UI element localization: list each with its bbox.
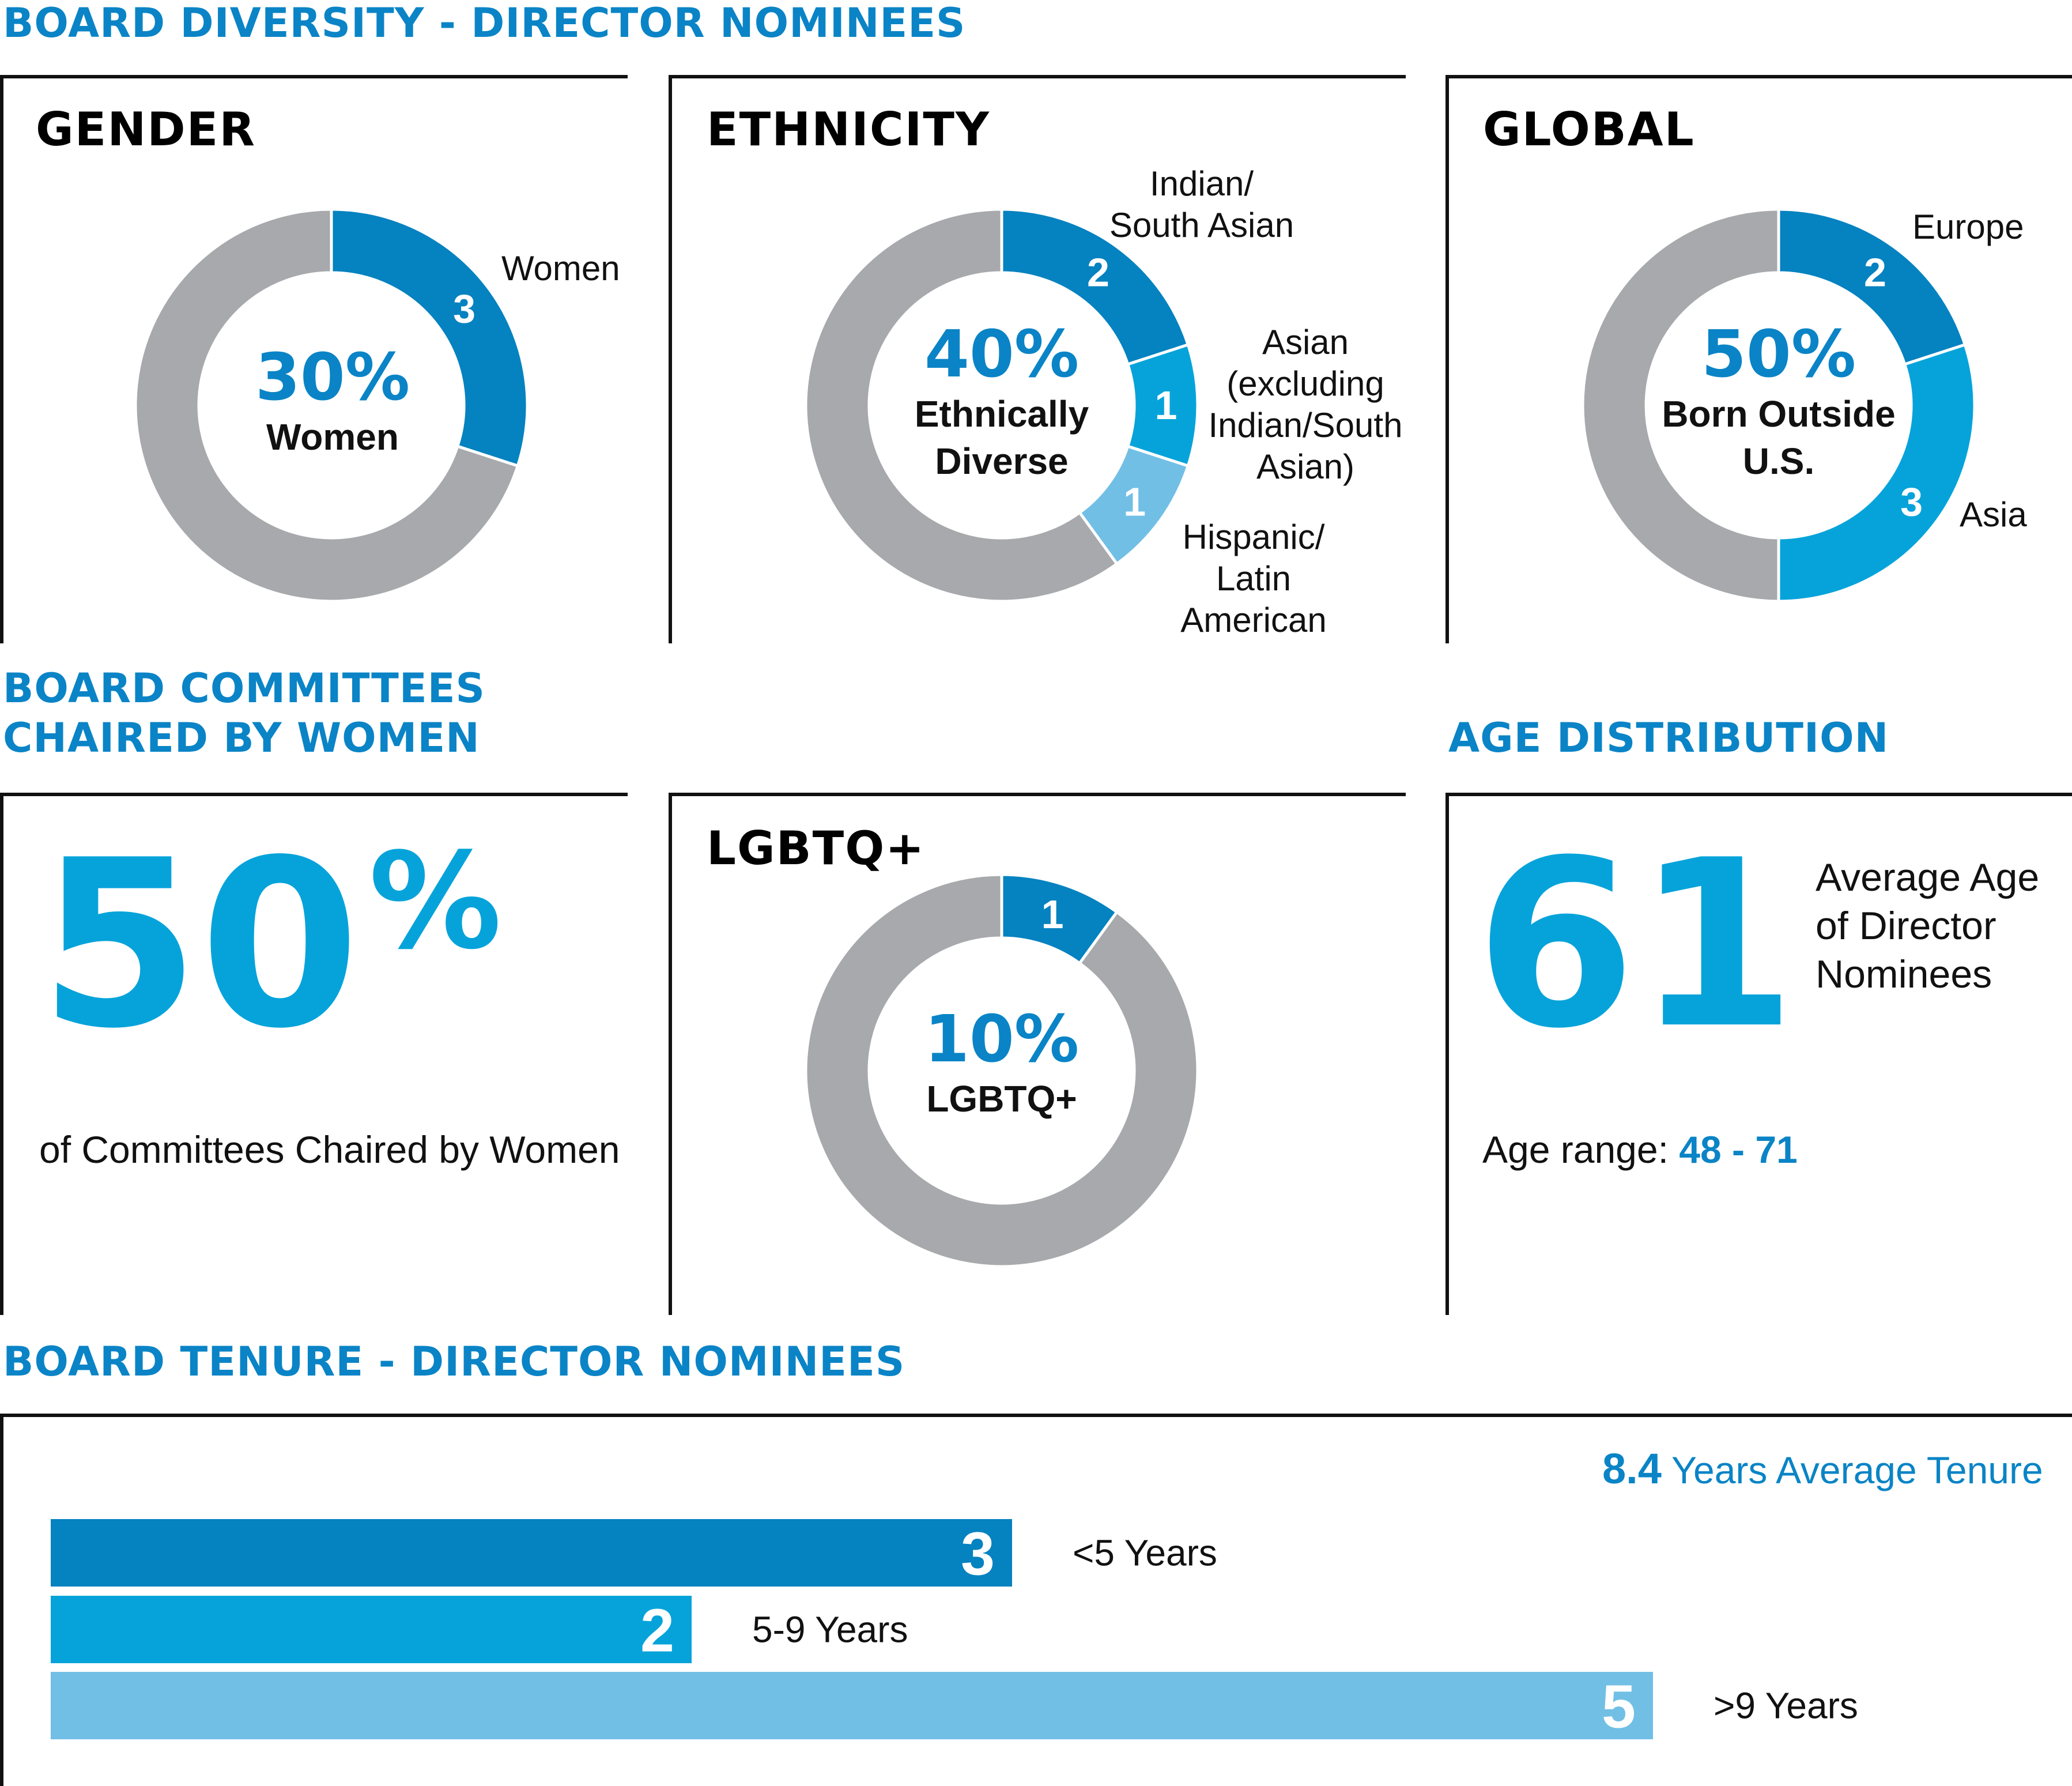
tenure-average-label: Years Average Tenure	[1671, 1449, 2043, 1491]
age-range-value: 48 - 71	[1679, 1128, 1798, 1171]
gender-seg-label: Women	[501, 249, 620, 288]
ethnicity-seg2-label-line3: Indian/South	[1208, 406, 1403, 444]
tenure-bar-2-label: 5-9 Years	[752, 1609, 908, 1651]
global-slice-2-value: 3	[1900, 480, 1923, 525]
ethnicity-seg3-label-line1: Hispanic/	[1182, 518, 1325, 556]
tenure-average: 8.4 Years Average Tenure	[1602, 1444, 2043, 1493]
global-slice-1	[1777, 208, 1967, 367]
ethnicity-seg2-label-line2: (excluding	[1226, 364, 1384, 403]
tenure-bar-2-value: 2	[640, 1597, 674, 1665]
ethnicity-title: ETHNICITY	[707, 103, 990, 156]
ethnicity-seg3-label-line2: Latin	[1216, 559, 1292, 598]
age-average-caption: Average Age of Director Nominees	[1816, 853, 2039, 998]
committees-panel	[0, 793, 628, 1315]
ethnicity-seg3-label: Hispanic/ Latin American	[1153, 517, 1354, 641]
global-center-pct: 50%	[1701, 317, 1856, 392]
ethnicity-seg1-label-line2: South Asian	[1109, 206, 1294, 244]
age-caption-line3: Nominees	[1816, 952, 1992, 996]
ethnicity-panel	[669, 75, 1406, 643]
age-panel	[1446, 793, 2072, 1315]
section-title-tenure: BOARD TENURE - DIRECTOR NOMINEES	[3, 1338, 905, 1385]
section-title-committees-line1: BOARD COMMITTEES	[3, 665, 485, 712]
ethnicity-seg1-label: Indian/ South Asian	[1101, 163, 1303, 246]
lgbtq-slice-2	[804, 873, 1199, 1268]
ethnicity-slice-4	[804, 208, 1119, 603]
tenure-bar-1	[51, 1519, 1012, 1587]
section-title-committees-line2: CHAIRED BY WOMEN	[3, 714, 480, 762]
age-range: Age range: 48 - 71	[1482, 1128, 1798, 1171]
tenure-bar-3-label: >9 Years	[1714, 1685, 1858, 1727]
ethnicity-slice-3-value: 1	[1123, 480, 1146, 525]
tenure-bar-3	[51, 1672, 1653, 1739]
gender-center-label: Women	[266, 416, 399, 458]
ethnicity-seg2-label: Asian (excluding Indian/South Asian)	[1205, 322, 1406, 488]
committees-percent-sign: %	[369, 825, 502, 979]
global-slice-2	[1777, 342, 1976, 603]
ethnicity-slice-1	[1000, 208, 1190, 367]
global-seg2-label: Asia	[1960, 495, 2027, 534]
ethnicity-seg2-label-line4: Asian)	[1256, 447, 1355, 486]
ethnicity-seg1-label-line1: Indian/	[1149, 164, 1254, 203]
global-center-line1: Born Outside	[1662, 393, 1896, 435]
section-title-age: AGE DISTRIBUTION	[1448, 714, 1889, 762]
committees-big-value: 50	[39, 811, 360, 1079]
tenure-bar-2	[51, 1596, 692, 1663]
tenure-bar-1-value: 3	[961, 1520, 995, 1588]
global-seg1-label: Europe	[1912, 208, 2024, 246]
gender-center-pct: 30%	[255, 340, 410, 415]
age-caption-line2: of Director	[1816, 904, 1996, 948]
ethnicity-center-line2: Diverse	[935, 440, 1069, 482]
age-range-label: Age range:	[1482, 1128, 1669, 1171]
lgbtq-panel	[669, 793, 1406, 1315]
age-caption-line1: Average Age	[1816, 856, 2040, 899]
tenure-bar-1-label: <5 Years	[1073, 1532, 1217, 1574]
global-title: GLOBAL	[1483, 103, 1695, 156]
global-slice-1-value: 2	[1864, 250, 1886, 295]
ethnicity-center-pct: 40%	[924, 317, 1080, 392]
gender-slice-1-value: 3	[453, 286, 475, 331]
committees-caption: of Committees Chaired by Women	[39, 1128, 620, 1171]
global-panel	[1446, 75, 2072, 643]
global-center-line2: U.S.	[1742, 440, 1815, 482]
section-title-board-diversity: BOARD DIVERSITY - DIRECTOR NOMINEES	[3, 0, 966, 47]
gender-panel	[0, 75, 628, 643]
tenure-average-value: 8.4	[1602, 1445, 1662, 1493]
gender-slice-2	[134, 208, 520, 603]
tenure-bar-chart: 3 <5 Years 2 5-9 Years 5 >9 Years	[51, 1519, 1858, 1741]
lgbtq-center-label: LGBTQ+	[926, 1078, 1077, 1120]
ethnicity-slice-1-value: 2	[1087, 250, 1109, 295]
global-slice-3	[1581, 208, 1780, 603]
lgbtq-slice-1-value: 1	[1041, 892, 1064, 937]
lgbtq-title: LGBTQ+	[707, 822, 926, 875]
tenure-panel	[0, 1414, 2072, 1786]
age-average-value: 61	[1475, 811, 1797, 1079]
ethnicity-seg3-label-line3: American	[1180, 601, 1327, 639]
gender-title: GENDER	[36, 103, 256, 156]
ethnicity-slice-2-value: 1	[1155, 383, 1177, 428]
lgbtq-center-pct: 10%	[924, 1002, 1080, 1077]
ethnicity-seg2-label-line1: Asian	[1262, 323, 1349, 361]
tenure-bar-3-value: 5	[1602, 1673, 1636, 1741]
gender-slice-1	[330, 208, 529, 468]
ethnicity-center-line1: Ethnically	[914, 393, 1089, 435]
